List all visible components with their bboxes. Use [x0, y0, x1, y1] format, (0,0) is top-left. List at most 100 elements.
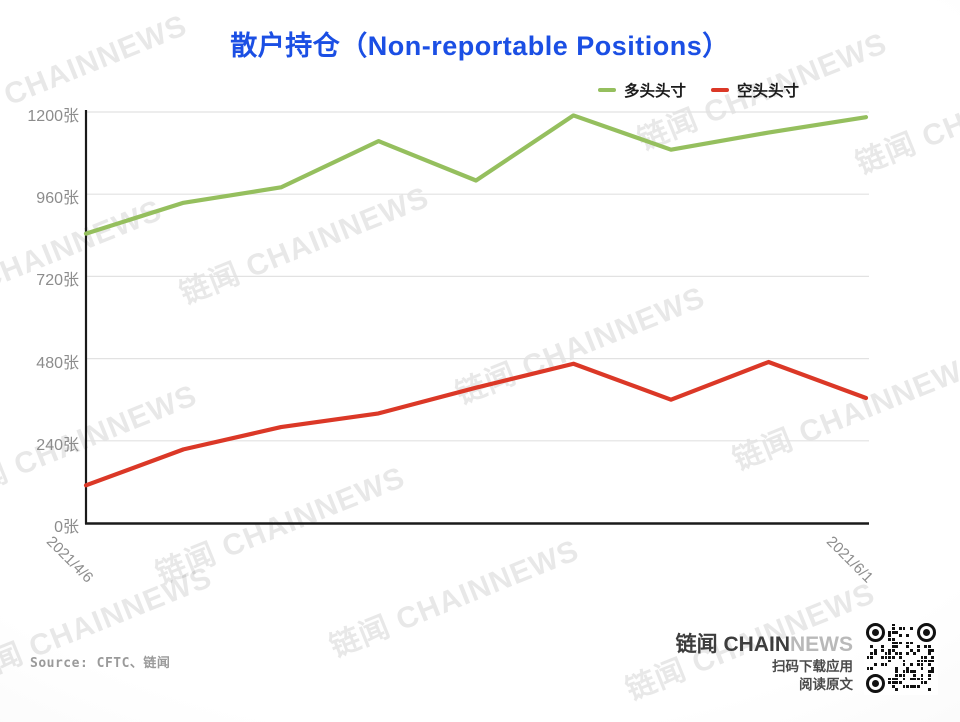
qr-module: [884, 652, 888, 656]
qr-module: [931, 666, 935, 670]
qr-module: [873, 652, 877, 656]
qr-module: [898, 634, 902, 638]
long-series-dash-icon: [598, 88, 616, 92]
qr-module: [902, 670, 906, 674]
qr-module: [924, 659, 927, 663]
qr-module: [895, 681, 899, 684]
qr-module: [920, 659, 924, 663]
qr-module: [895, 652, 899, 656]
qr-module: [913, 670, 917, 674]
y-axis-tick-label: 1200张: [27, 108, 79, 125]
qr-module: [909, 684, 913, 688]
qr-module: [909, 663, 913, 666]
qr-module: [920, 673, 924, 677]
qr-module: [931, 659, 935, 663]
qr-module: [888, 652, 891, 656]
qr-module: [880, 655, 884, 659]
qr-module: [902, 684, 906, 688]
qr-module: [880, 645, 884, 648]
brand-cn: 链闻: [675, 633, 724, 656]
qr-module: [891, 623, 895, 627]
qr-module: [920, 663, 924, 666]
qr-module: [891, 681, 895, 684]
qr-module: [873, 663, 877, 666]
qr-module: [870, 666, 873, 670]
qr-module: [870, 652, 873, 656]
qr-module: [913, 673, 917, 677]
qr-module: [913, 684, 917, 688]
qr-module: [888, 681, 891, 684]
qr-module: [870, 655, 873, 659]
y-axis-tick-label: 480张: [36, 354, 79, 372]
qr-finder-icon: [917, 623, 936, 642]
legend-item-short[interactable]: 空头头寸: [711, 79, 800, 101]
qr-module: [898, 655, 902, 659]
qr-module: [891, 684, 895, 688]
qr-module: [909, 677, 913, 681]
qr-module: [873, 648, 877, 652]
qr-module: [927, 659, 931, 663]
footer-scan-text: 扫码下载应用: [772, 659, 853, 674]
qr-module: [902, 673, 906, 677]
chainnews-logo: 链闻 CHAINNEWS: [676, 628, 853, 658]
qr-module: [898, 681, 902, 684]
qr-module: [880, 648, 884, 652]
legend-label-long: 多头头寸: [624, 83, 687, 100]
qr-module: [888, 630, 891, 634]
chart-title: 散户持仓（Non-reportable Positions）: [230, 31, 730, 61]
qr-module: [891, 637, 895, 641]
qr-module: [888, 648, 891, 652]
qr-module: [891, 655, 895, 659]
qr-finder-icon: [866, 674, 885, 693]
qr-module: [895, 630, 899, 634]
qr-module: [895, 677, 899, 681]
qr-module: [920, 677, 924, 681]
qr-module: [916, 663, 920, 666]
qr-module: [866, 666, 870, 670]
qr-module: [924, 681, 927, 684]
qr-module: [902, 677, 906, 681]
qr-module: [891, 627, 895, 630]
qr-module: [895, 666, 899, 670]
qr-module: [895, 673, 899, 677]
y-axis-tick-label: 720张: [36, 272, 79, 290]
qr-module: [927, 652, 931, 656]
qr-module: [891, 648, 895, 652]
qr-module: [909, 641, 913, 645]
qr-module: [909, 670, 913, 674]
qr-module: [895, 645, 899, 648]
footer-read-text: 阅读原文: [799, 677, 853, 692]
qr-module: [888, 634, 891, 638]
qr-module: [888, 637, 891, 641]
legend-label-short: 空头头寸: [737, 83, 800, 100]
qr-module: [895, 688, 899, 692]
legend-item-long[interactable]: 多头头寸: [598, 79, 687, 101]
qr-module: [924, 645, 927, 648]
qr-module: [866, 655, 870, 659]
qr-module: [909, 648, 913, 652]
qr-module: [927, 648, 931, 652]
qr-code: [864, 621, 938, 695]
qr-module: [895, 641, 899, 645]
qr-module: [870, 645, 873, 648]
qr-module: [916, 677, 920, 681]
qr-module: [888, 659, 891, 663]
qr-module: [916, 684, 920, 688]
qr-module: [931, 655, 935, 659]
qr-module: [906, 652, 909, 656]
qr-module: [906, 641, 909, 645]
legend: 多头头寸 空头头寸: [598, 79, 800, 101]
qr-module: [931, 670, 935, 674]
qr-module: [898, 673, 902, 677]
qr-module: [895, 670, 899, 674]
qr-module: [920, 666, 924, 670]
qr-module: [913, 677, 917, 681]
qr-module: [898, 652, 902, 656]
qr-module: [898, 641, 902, 645]
qr-module: [931, 648, 935, 652]
qr-module: [920, 681, 924, 684]
qr-module: [902, 663, 906, 666]
y-axis-tick-label: 0张: [54, 519, 79, 536]
